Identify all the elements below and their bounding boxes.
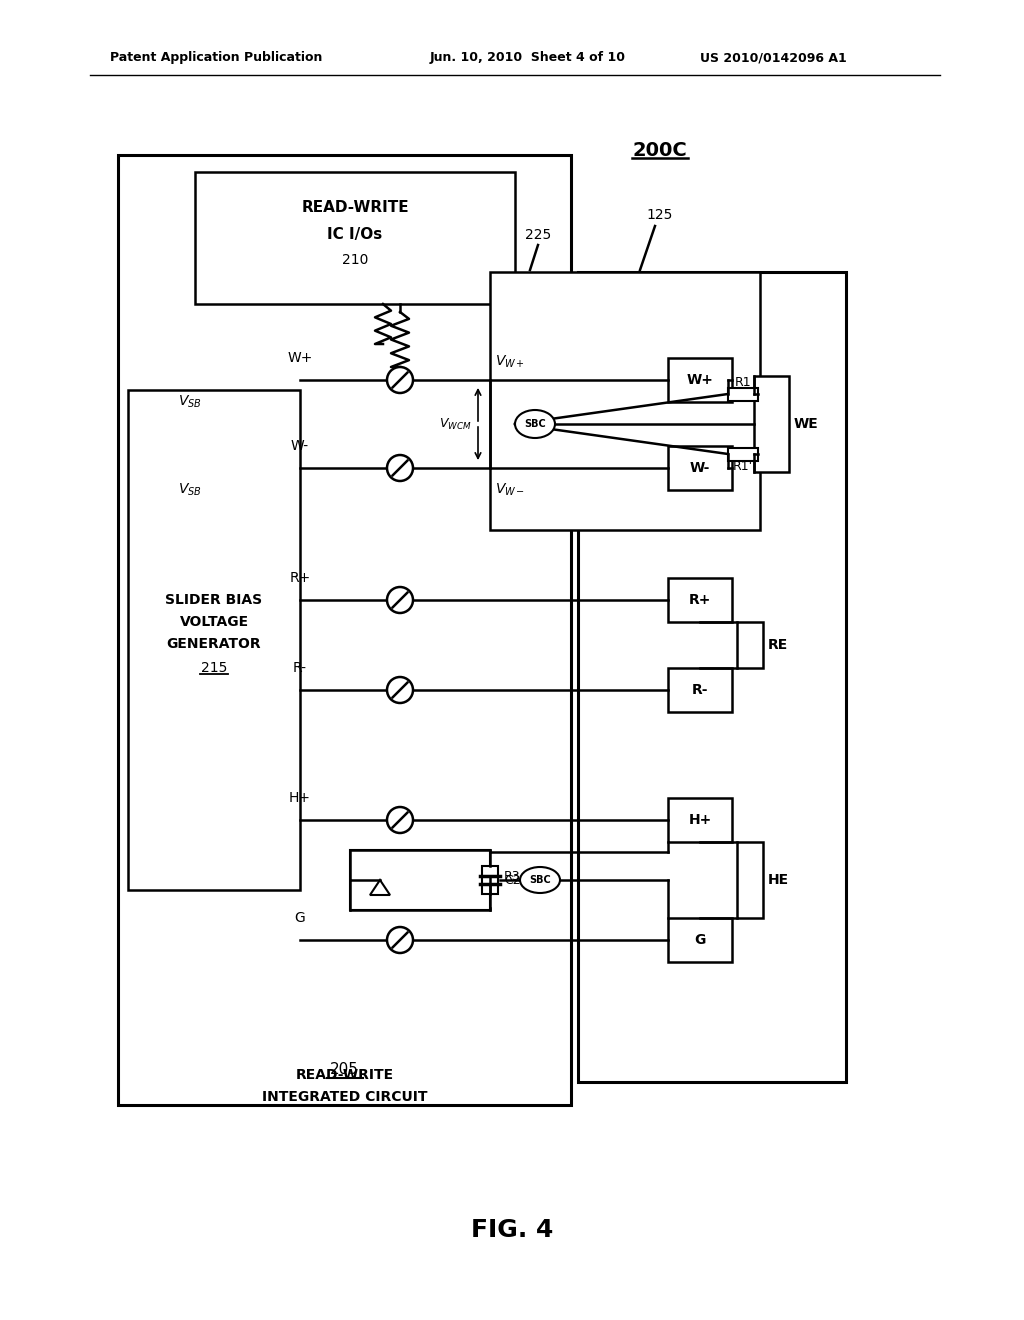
Text: Patent Application Publication: Patent Application Publication bbox=[110, 51, 323, 65]
Text: R+: R+ bbox=[290, 572, 310, 585]
Text: H+: H+ bbox=[289, 791, 311, 805]
Circle shape bbox=[387, 587, 413, 612]
Text: R-: R- bbox=[692, 682, 709, 697]
Text: 210: 210 bbox=[342, 253, 369, 267]
Text: H+: H+ bbox=[688, 813, 712, 828]
Bar bbox=[737, 622, 763, 668]
Ellipse shape bbox=[520, 867, 560, 894]
Circle shape bbox=[387, 807, 413, 833]
Text: VOLTAGE: VOLTAGE bbox=[179, 615, 249, 630]
Text: 205: 205 bbox=[330, 1063, 359, 1077]
Bar bbox=[754, 376, 790, 473]
Bar bbox=[350, 850, 490, 909]
Circle shape bbox=[387, 367, 413, 393]
Bar bbox=[668, 668, 732, 711]
Text: $V_{W-}$: $V_{W-}$ bbox=[495, 482, 525, 498]
Text: R1': R1' bbox=[733, 461, 753, 474]
Text: $V_{WCM}$: $V_{WCM}$ bbox=[439, 416, 472, 432]
Text: SBC: SBC bbox=[529, 875, 551, 884]
Text: G: G bbox=[295, 911, 305, 925]
Circle shape bbox=[387, 677, 413, 704]
Bar bbox=[482, 866, 498, 894]
Text: 200C: 200C bbox=[633, 140, 687, 160]
Bar bbox=[728, 388, 758, 400]
Bar bbox=[195, 172, 515, 304]
Text: READ-WRITE: READ-WRITE bbox=[301, 199, 409, 214]
Text: C2: C2 bbox=[504, 874, 520, 887]
Polygon shape bbox=[370, 880, 390, 895]
Text: W+: W+ bbox=[288, 351, 312, 366]
Circle shape bbox=[387, 927, 413, 953]
Bar bbox=[668, 799, 732, 842]
Bar bbox=[668, 917, 732, 962]
Text: R+: R+ bbox=[689, 593, 712, 607]
Text: R1: R1 bbox=[734, 375, 752, 388]
Text: READ-WRITE: READ-WRITE bbox=[296, 1068, 393, 1082]
Ellipse shape bbox=[515, 411, 555, 438]
Bar bbox=[668, 578, 732, 622]
Text: RE: RE bbox=[768, 638, 788, 652]
Text: W-: W- bbox=[690, 461, 711, 475]
Bar bbox=[118, 154, 571, 1105]
Bar bbox=[490, 272, 760, 531]
Text: US 2010/0142096 A1: US 2010/0142096 A1 bbox=[700, 51, 847, 65]
Text: WE: WE bbox=[794, 417, 819, 432]
Text: IC I/Os: IC I/Os bbox=[328, 227, 383, 242]
Text: G: G bbox=[694, 933, 706, 946]
Bar bbox=[128, 389, 300, 890]
Text: W-: W- bbox=[291, 440, 309, 453]
Text: 125: 125 bbox=[647, 209, 673, 222]
Text: HE: HE bbox=[768, 873, 790, 887]
Text: 225: 225 bbox=[525, 228, 551, 242]
Circle shape bbox=[387, 455, 413, 480]
Text: W+: W+ bbox=[686, 374, 714, 387]
Text: SBC: SBC bbox=[524, 418, 546, 429]
Text: R-: R- bbox=[293, 661, 307, 675]
Text: INTEGRATED CIRCUIT: INTEGRATED CIRCUIT bbox=[262, 1090, 427, 1104]
Text: Jun. 10, 2010  Sheet 4 of 10: Jun. 10, 2010 Sheet 4 of 10 bbox=[430, 51, 626, 65]
Bar bbox=[728, 447, 758, 461]
Text: FIG. 4: FIG. 4 bbox=[471, 1218, 553, 1242]
Text: R3: R3 bbox=[504, 870, 520, 883]
Bar bbox=[737, 842, 763, 917]
Bar bbox=[578, 272, 846, 1082]
Text: $V_{SB}$: $V_{SB}$ bbox=[178, 482, 202, 498]
Bar bbox=[668, 446, 732, 490]
Text: $V_{W+}$: $V_{W+}$ bbox=[495, 354, 525, 370]
Text: 215: 215 bbox=[201, 661, 227, 675]
Text: $V_{SB}$: $V_{SB}$ bbox=[178, 393, 202, 411]
Text: GENERATOR: GENERATOR bbox=[167, 638, 261, 651]
Bar bbox=[668, 358, 732, 403]
Text: SLIDER BIAS: SLIDER BIAS bbox=[166, 593, 262, 607]
